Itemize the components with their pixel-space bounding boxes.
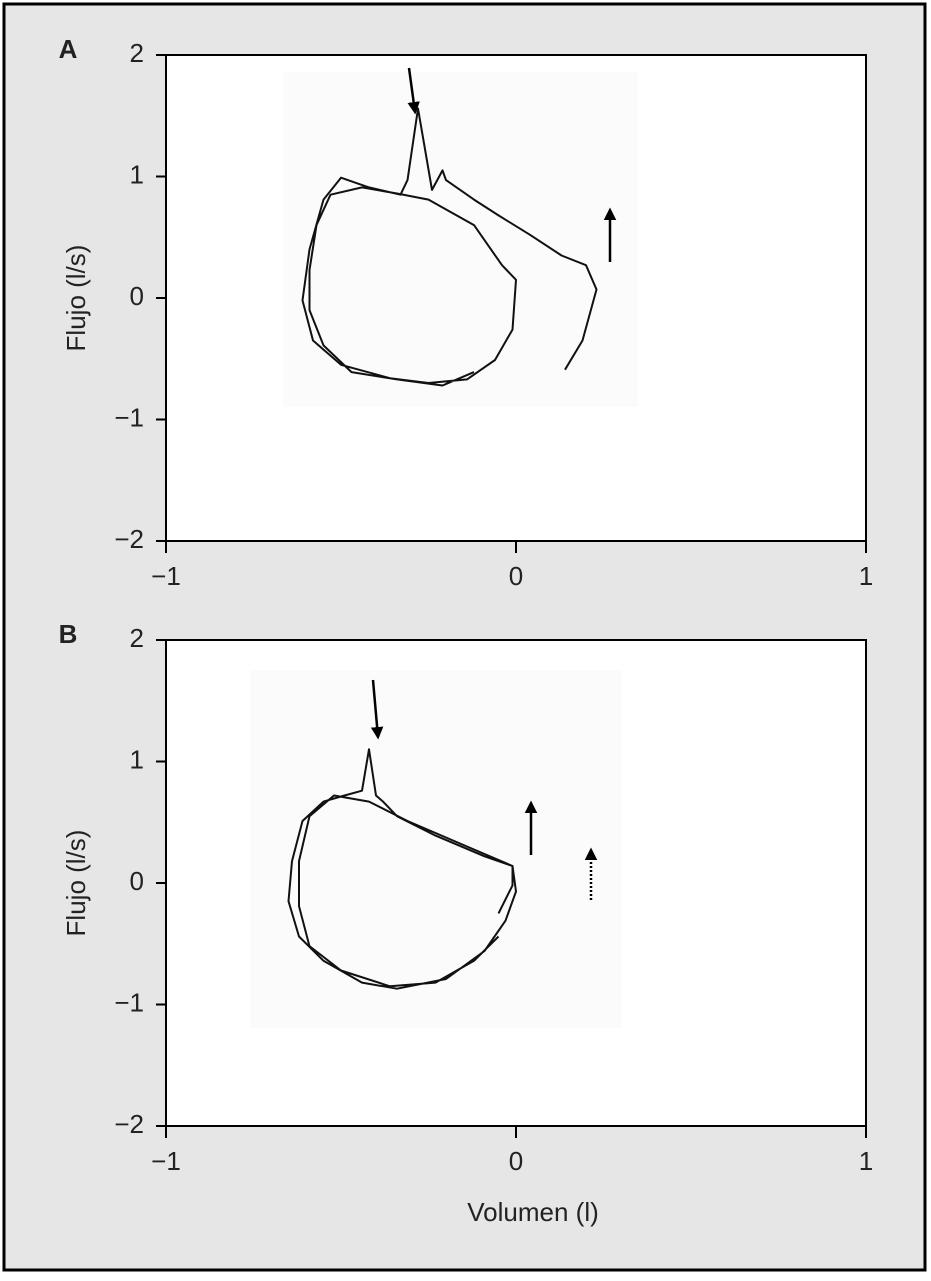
y-tick-label: −1 — [114, 987, 144, 1017]
x-axis-label: Volumen (l) — [467, 1197, 599, 1227]
arrow — [370, 679, 384, 740]
panel-label: B — [59, 619, 78, 649]
y-tick-label: 1 — [130, 744, 144, 774]
y-tick-label: 0 — [130, 866, 144, 896]
y-tick-label: 0 — [130, 281, 144, 311]
arrows — [370, 67, 617, 900]
panel-label: A — [59, 34, 78, 64]
y-tick-label: 1 — [130, 159, 144, 189]
x-tick-label: −1 — [151, 561, 181, 591]
y-tick-label: −2 — [114, 524, 144, 554]
x-tick-label: 0 — [509, 561, 523, 591]
y-tick-label: 2 — [130, 623, 144, 653]
photo-bg — [283, 72, 638, 407]
x-tick-label: −1 — [151, 1146, 181, 1176]
y-axis-label: Flujo (l/s) — [61, 245, 91, 352]
loop-trace — [301, 107, 598, 387]
arrow — [407, 67, 420, 115]
y-tick-label: −2 — [114, 1109, 144, 1139]
x-tick-label: 1 — [859, 1146, 873, 1176]
y-tick-label: 2 — [130, 38, 144, 68]
loop-trace — [287, 748, 517, 990]
y-axis-label: Flujo (l/s) — [61, 830, 91, 937]
photo-bg — [250, 670, 622, 1028]
y-tick-label: −1 — [114, 402, 144, 432]
x-tick-label: 0 — [509, 1146, 523, 1176]
x-tick-label: 1 — [859, 561, 873, 591]
